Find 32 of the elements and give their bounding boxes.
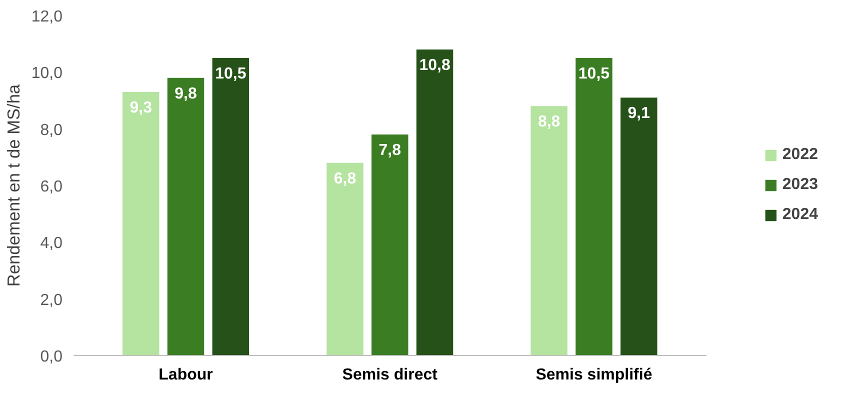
bar [620, 98, 658, 356]
legend-label: 2022 [782, 146, 818, 164]
bar [416, 50, 454, 356]
bar [530, 106, 568, 356]
y-tick-label: 10,0 [31, 65, 63, 82]
legend-label: 2024 [782, 206, 818, 224]
data-label: 8,8 [538, 114, 560, 131]
bar [167, 78, 204, 356]
data-label: 10,5 [578, 66, 610, 82]
bar [372, 134, 408, 356]
data-label: 10,8 [419, 57, 450, 74]
bar [326, 162, 364, 356]
data-label: 9,8 [174, 85, 197, 102]
data-label: 6,8 [334, 170, 356, 188]
y-tick-label: 2,0 [40, 292, 63, 309]
legend-label: 2023 [782, 176, 818, 194]
x-tick-label: Semis direct [342, 366, 438, 384]
data-label: 9,3 [130, 100, 152, 116]
bar [122, 92, 160, 356]
x-tick-label: Semis simplifié [536, 366, 652, 384]
y-tick-label: 12,0 [31, 8, 63, 26]
data-label: 9,1 [628, 105, 650, 122]
data-label: 10,5 [215, 66, 246, 82]
data-label: 7,8 [378, 142, 402, 159]
x-tick-label: Labour [158, 366, 213, 384]
y-tick-label: 0,0 [40, 348, 63, 366]
y-tick-label: 8,0 [40, 122, 63, 139]
bar [576, 58, 612, 356]
bar [212, 58, 250, 356]
y-axis-title: Rendement en t de MS/ha [3, 84, 24, 287]
y-tick-label: 4,0 [40, 235, 63, 252]
y-tick-label: 6,0 [40, 178, 63, 196]
